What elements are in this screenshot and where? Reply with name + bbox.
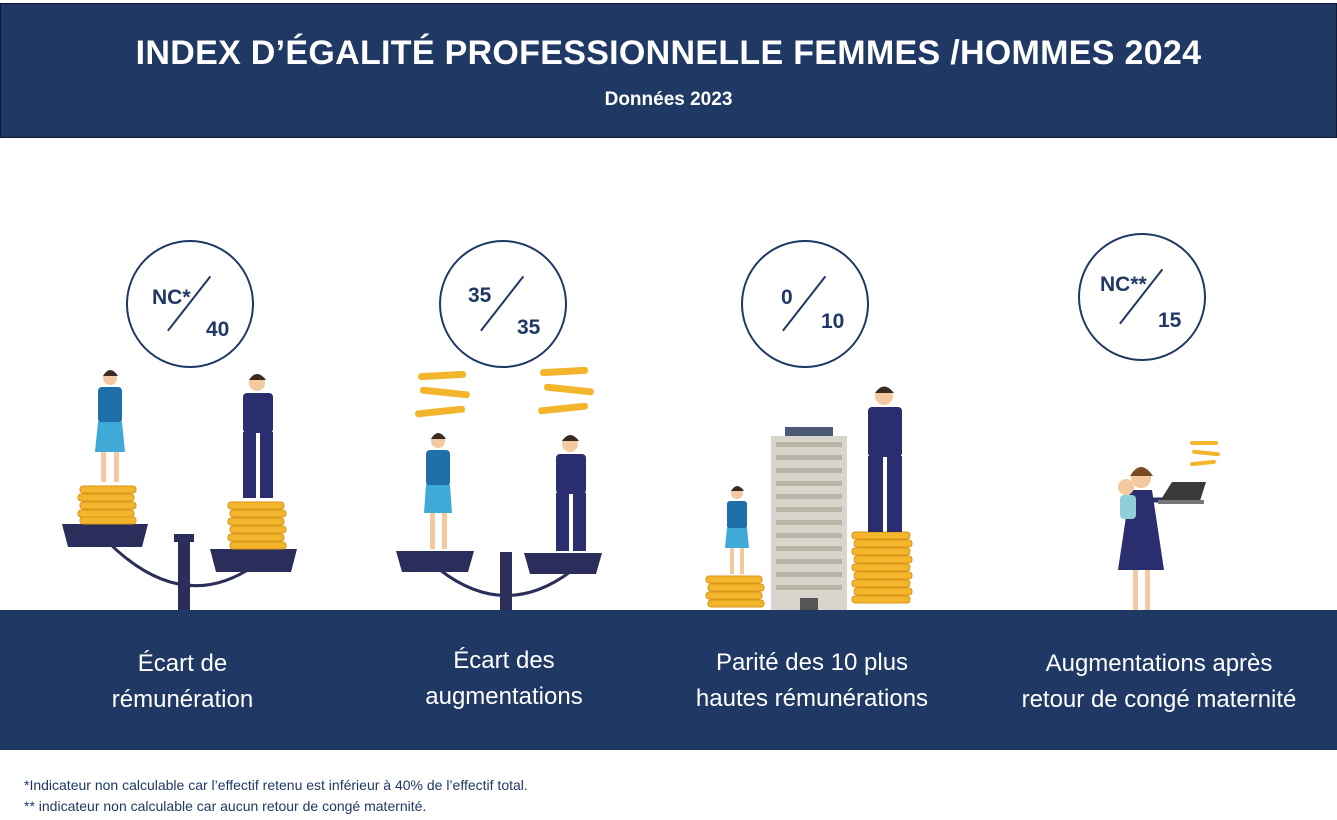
score-circle-maternite: NC** 15 [1078,233,1206,361]
label-line: Parité des 10 plus [715,649,909,676]
score-max: 15 [1158,309,1182,332]
flying-coins-icon [1190,441,1220,467]
score-value: NC* [152,286,191,309]
score-value: 35 [468,284,492,307]
label-line: Écart des [453,647,555,674]
indicator-labels-band: Écart de rémunération Écart des augmenta… [0,610,1337,750]
footnote-1: *Indicateur non calculable car l’effecti… [24,777,528,793]
laptop-icon [1158,482,1206,504]
footnote-2: ** indicateur non calculable car aucun r… [24,798,427,814]
score-value: 0 [781,286,793,309]
indicator-label-maternite: Augmentations après retour de congé mate… [1000,646,1318,718]
man-figure-icon [868,386,902,532]
indicator-label-parite: Parité des 10 plus hautes rémunérations [672,645,952,717]
coin-stack-icon [77,485,287,550]
score-circle-parite: 0 10 [741,240,869,368]
balance-scale-illustration [396,551,602,610]
indicator-label-augmentations: Écart des augmentations [390,643,618,715]
coin-stack-icon [705,531,913,608]
header-banner: INDEX D’ÉGALITÉ PROFESSIONNELLE FEMMES /… [0,3,1337,138]
woman-figure-icon [725,486,749,574]
score-max: 10 [821,310,845,333]
mother-with-baby-icon [1118,467,1180,610]
score-circle-remuneration: NC* 40 [126,240,254,368]
page-subtitle: Données 2023 [604,89,733,110]
label-line: Écart de [137,650,228,677]
score-value: NC** [1100,273,1147,296]
label-line: hautes rémunérations [695,685,929,712]
woman-figure-icon [424,433,452,549]
illustrations [62,366,1220,610]
label-line: Augmentations après [1045,650,1273,677]
building-icon [771,427,847,610]
label-line: augmentations [425,683,583,710]
indicator-label-remuneration: Écart de rémunération [60,646,305,718]
page-title: INDEX D’ÉGALITÉ PROFESSIONNELLE FEMMES /… [135,34,1202,72]
flying-coins-icon [415,366,594,418]
woman-figure-icon [95,370,125,482]
man-figure-icon [556,435,586,551]
man-figure-icon [243,374,273,498]
score-circle-augmentations: 35 35 [439,240,567,368]
balance-scale-illustration [62,524,297,610]
label-line: retour de congé maternité [1021,686,1297,713]
label-line: rémunération [111,686,254,713]
score-max: 35 [517,316,541,339]
score-max: 40 [206,318,230,341]
